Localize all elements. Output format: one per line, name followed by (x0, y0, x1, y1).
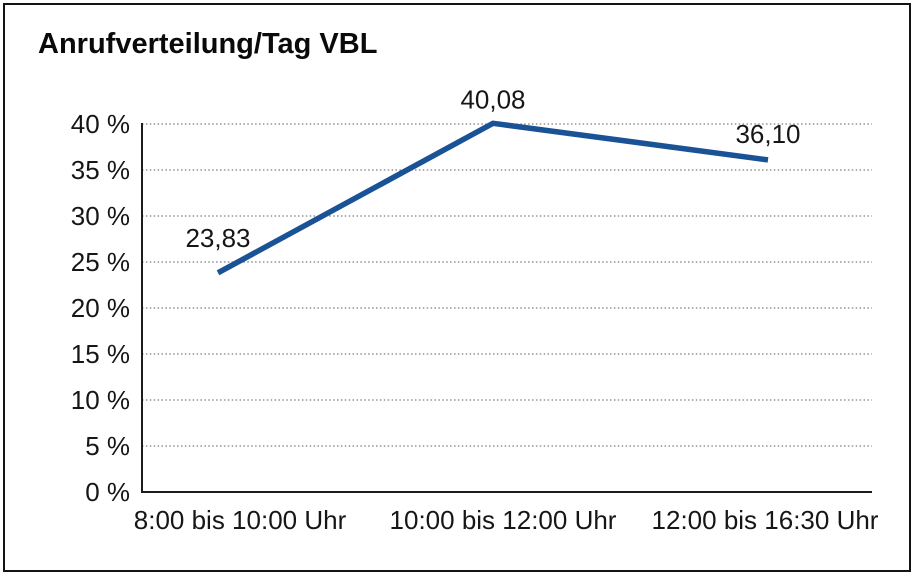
point-value-label: 40,08 (460, 84, 525, 114)
y-tick-label: 35 % (71, 155, 130, 185)
y-tick-label: 15 % (71, 339, 130, 369)
y-tick-label: 0 % (85, 477, 130, 507)
point-value-label: 23,83 (185, 223, 250, 253)
y-tick-label: 20 % (71, 293, 130, 323)
y-tick-label: 10 % (71, 385, 130, 415)
x-category-label: 8:00 bis 10:00 Uhr (134, 505, 347, 535)
y-tick-label: 25 % (71, 247, 130, 277)
y-tick-label: 40 % (71, 109, 130, 139)
point-value-label: 36,10 (735, 119, 800, 149)
x-category-label: 10:00 bis 12:00 Uhr (390, 505, 617, 535)
data-line (216, 120, 769, 276)
x-category-label: 12:00 bis 16:30 Uhr (652, 505, 879, 535)
y-tick-label: 30 % (71, 201, 130, 231)
y-tick-label: 5 % (85, 431, 130, 461)
chart-title: Anrufverteilung/Tag VBL (38, 28, 378, 60)
chart-frame-border (3, 3, 911, 572)
